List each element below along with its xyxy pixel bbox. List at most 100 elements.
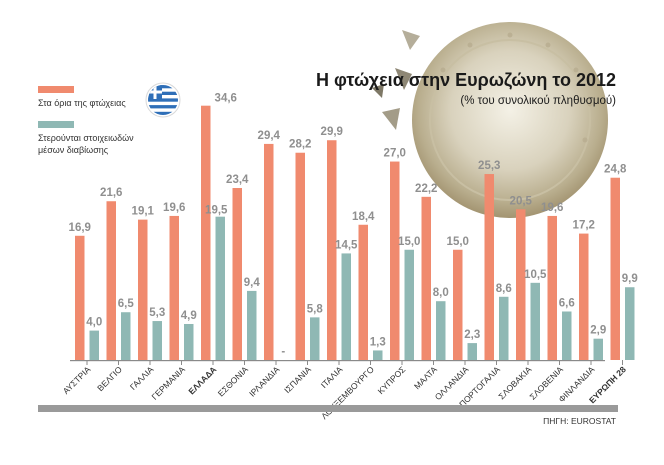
x-axis-ticks bbox=[86, 360, 623, 365]
category-label: ΙΣΠΑΝΙΑ bbox=[282, 364, 313, 395]
bar-poverty bbox=[169, 215, 179, 360]
category-label: ΙΤΑΛΙΑ bbox=[319, 364, 345, 390]
category-label: ΑΥΣΤΡΙΑ bbox=[61, 364, 93, 396]
value-label-poverty: 20,5 bbox=[510, 195, 533, 207]
bar-poverty bbox=[547, 215, 557, 360]
bar-deprivation bbox=[184, 323, 194, 360]
bar-poverty bbox=[516, 209, 526, 360]
bar-deprivation bbox=[436, 301, 446, 360]
category-label: ΓΑΛΛΙΑ bbox=[128, 364, 156, 392]
value-label-deprivation: 6,6 bbox=[559, 297, 575, 309]
bar-deprivation bbox=[373, 350, 383, 360]
value-label-poverty: 27,0 bbox=[384, 148, 406, 160]
x-tick bbox=[622, 360, 623, 365]
bar-poverty bbox=[295, 152, 305, 360]
value-label-poverty: 24,8 bbox=[604, 164, 627, 176]
value-label-poverty: 28,2 bbox=[289, 139, 311, 151]
x-tick bbox=[370, 360, 371, 365]
x-tick bbox=[244, 360, 245, 365]
chart-title: Η φτώχεια στην Ευρωζώνη το 2012 bbox=[316, 70, 616, 91]
value-label-deprivation: 15,0 bbox=[398, 236, 420, 248]
bar-deprivation bbox=[562, 311, 572, 360]
bar-deprivation bbox=[499, 296, 509, 360]
value-label-deprivation: 9,4 bbox=[244, 277, 261, 289]
bar-poverty bbox=[327, 140, 337, 360]
bar-deprivation bbox=[152, 321, 162, 360]
x-tick bbox=[86, 360, 88, 365]
value-label-deprivation: - bbox=[281, 346, 285, 358]
chart-subtitle: (% του συνολικού πληθυσμού) bbox=[460, 95, 616, 107]
legend-swatch-deprivation bbox=[38, 121, 74, 128]
category-label: ΓΕΡΜΑΝΙΑ bbox=[149, 364, 187, 402]
x-tick bbox=[401, 360, 403, 365]
value-label-deprivation: 5,8 bbox=[307, 303, 324, 315]
value-label-deprivation: 8,0 bbox=[433, 287, 449, 299]
x-axis-line bbox=[70, 360, 605, 362]
bar-poverty bbox=[106, 201, 116, 360]
category-label: ΚΥΠΡΟΣ bbox=[376, 364, 408, 396]
category-label: ΙΡΛΑΝΔΙΑ bbox=[247, 364, 282, 399]
value-label-poverty: 22,2 bbox=[415, 183, 437, 195]
bar-poverty bbox=[484, 174, 494, 360]
bar-deprivation bbox=[341, 253, 351, 360]
value-label-poverty: 19,6 bbox=[541, 202, 563, 214]
value-label-deprivation: 4,0 bbox=[86, 317, 102, 329]
category-label: ΕΛΛΑΔΑ bbox=[186, 364, 218, 396]
plot-area bbox=[75, 105, 635, 360]
x-tick bbox=[212, 360, 214, 365]
x-tick bbox=[149, 360, 151, 365]
legend-label-deprivation: Στερούνται στοιχειωδών μέσων διαβίωσης bbox=[38, 133, 136, 155]
footer-bar bbox=[38, 405, 618, 412]
value-label-deprivation: 2,3 bbox=[464, 329, 480, 341]
bar-deprivation bbox=[530, 282, 540, 360]
value-label-deprivation: 19,5 bbox=[205, 205, 228, 217]
value-label-deprivation: 14,5 bbox=[335, 239, 358, 251]
legend: Στα όρια της φτώχειας Στερούνται στοιχει… bbox=[38, 86, 136, 155]
value-label-poverty: 29,4 bbox=[258, 130, 281, 142]
x-tick bbox=[275, 360, 277, 365]
value-label-deprivation: 6,5 bbox=[118, 298, 135, 310]
category-label: ΕΣΘΟΝΙΑ bbox=[216, 364, 250, 398]
value-label-deprivation: 5,3 bbox=[149, 307, 165, 319]
euro-coin-image bbox=[372, 22, 608, 218]
bar-poverty bbox=[390, 161, 400, 360]
bar-poverty bbox=[610, 177, 620, 360]
x-tick bbox=[527, 360, 529, 365]
bar-poverty bbox=[138, 219, 148, 360]
value-label-poverty: 29,9 bbox=[321, 126, 343, 138]
value-label-deprivation: 4,9 bbox=[181, 310, 197, 322]
x-tick bbox=[590, 360, 592, 365]
bar-deprivation bbox=[247, 290, 257, 360]
bar-poverty bbox=[421, 196, 431, 360]
category-label: ΜΑΛΤΑ bbox=[412, 364, 439, 391]
source-note: ΠΗΓΗ: EUROSTAT bbox=[543, 416, 616, 426]
bar-poverty bbox=[358, 224, 368, 360]
legend-label-poverty: Στα όρια της φτώχειας bbox=[38, 98, 126, 108]
value-label-poverty: 25,3 bbox=[478, 160, 500, 172]
x-tick bbox=[118, 360, 119, 365]
x-tick bbox=[496, 360, 497, 365]
value-label-poverty: 34,6 bbox=[215, 93, 237, 105]
x-tick bbox=[433, 360, 434, 365]
legend-swatch-poverty bbox=[38, 86, 74, 93]
bar-poverty bbox=[579, 233, 589, 360]
value-labels: 16,9 4,0 21,6 6,5 19,1 5,3 19,6 4,9 34,6 19,5 23,4… bbox=[69, 93, 638, 358]
bar-deprivation bbox=[593, 338, 603, 360]
bar-deprivation bbox=[310, 317, 320, 360]
value-label-deprivation: 8,6 bbox=[496, 283, 512, 295]
value-label-deprivation: 10,5 bbox=[524, 269, 547, 281]
value-label-poverty: 21,6 bbox=[100, 187, 122, 199]
greek-flag-icon bbox=[145, 82, 181, 118]
bar-deprivation bbox=[625, 287, 635, 360]
value-label-deprivation: 9,9 bbox=[622, 273, 638, 285]
bar-poverty bbox=[264, 143, 274, 360]
value-label-poverty: 19,1 bbox=[132, 206, 155, 218]
x-tick bbox=[559, 360, 560, 365]
bar-deprivation bbox=[121, 312, 131, 360]
x-tick bbox=[181, 360, 182, 365]
x-tick bbox=[338, 360, 340, 365]
bar-deprivation bbox=[215, 216, 225, 360]
value-label-deprivation: 2,9 bbox=[590, 325, 606, 337]
